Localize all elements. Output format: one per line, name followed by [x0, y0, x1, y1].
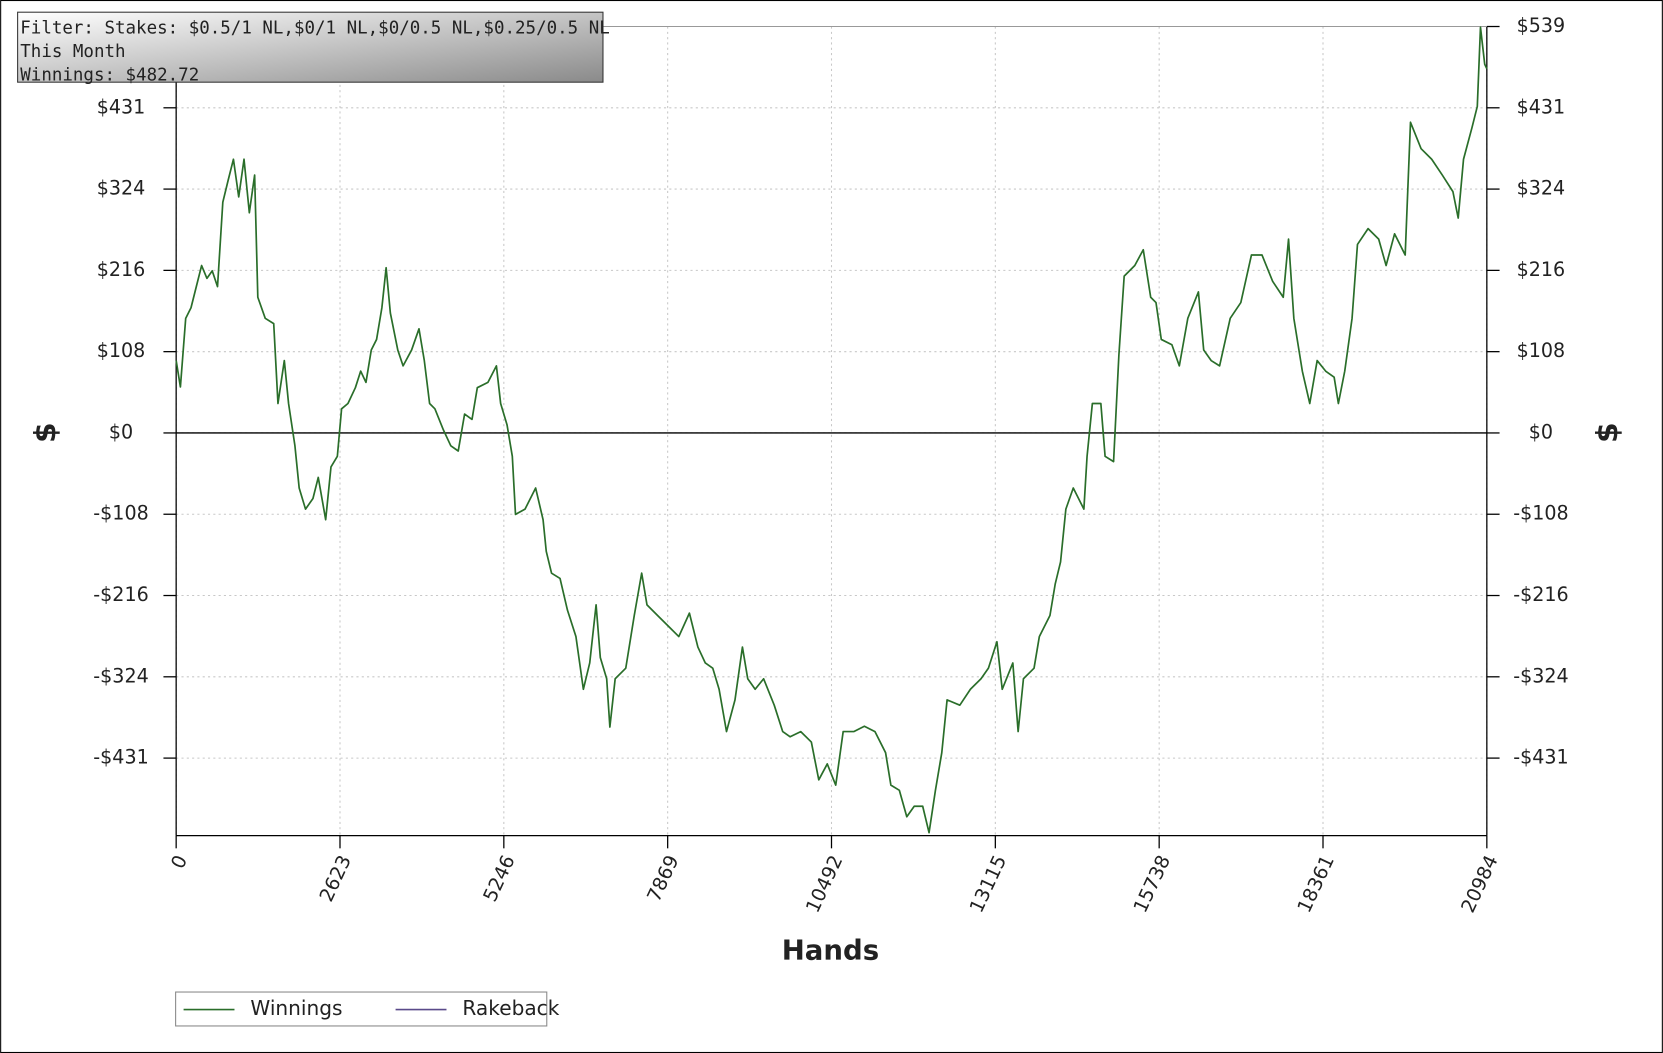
y-tick-label: -$108: [93, 503, 148, 525]
filter-line: Winnings: $482.72: [20, 65, 199, 85]
y2-tick-label: $0: [1529, 421, 1553, 443]
y-tick-label: $108: [97, 340, 146, 362]
y-tick-label: $431: [97, 96, 146, 118]
y-tick-label: -$324: [93, 665, 148, 687]
legend-label: Rakeback: [462, 996, 559, 1020]
y2-axis-title: $: [1590, 422, 1625, 443]
y-tick-label: -$431: [93, 747, 148, 769]
x-axis-title: Hands: [782, 934, 879, 967]
y-tick-label: $324: [97, 178, 146, 200]
y2-tick-label: $431: [1517, 96, 1566, 118]
y2-tick-label: $539: [1517, 15, 1566, 37]
filter-background: [17, 11, 604, 83]
y2-tick-label: $216: [1517, 259, 1566, 281]
filter-line: Filter: Stakes: $0.5/1 NL,$0/1 NL,$0/0.5…: [20, 19, 609, 39]
y2-tick-label: -$216: [1513, 584, 1568, 606]
legend-label: Winnings: [250, 996, 342, 1020]
y2-tick-label: -$108: [1513, 503, 1568, 525]
y2-tick-label: $324: [1517, 178, 1566, 200]
filter-box: Filter: Stakes: $0.5/1 NL,$0/1 NL,$0/0.5…: [17, 11, 610, 85]
y2-tick-label: $108: [1517, 340, 1566, 362]
legend: Winnings Rakeback: [175, 991, 560, 1027]
y-tick-label: $0: [109, 421, 133, 443]
y-tick-label: -$216: [93, 584, 148, 606]
y-axis-title: $: [28, 422, 63, 443]
filter-line: This Month: [20, 42, 125, 62]
y-tick-label: $216: [97, 259, 146, 281]
legend-box: [175, 991, 548, 1027]
y2-tick-label: -$431: [1513, 747, 1568, 769]
y2-tick-label: -$324: [1513, 665, 1568, 687]
series-line: [175, 26, 1488, 834]
